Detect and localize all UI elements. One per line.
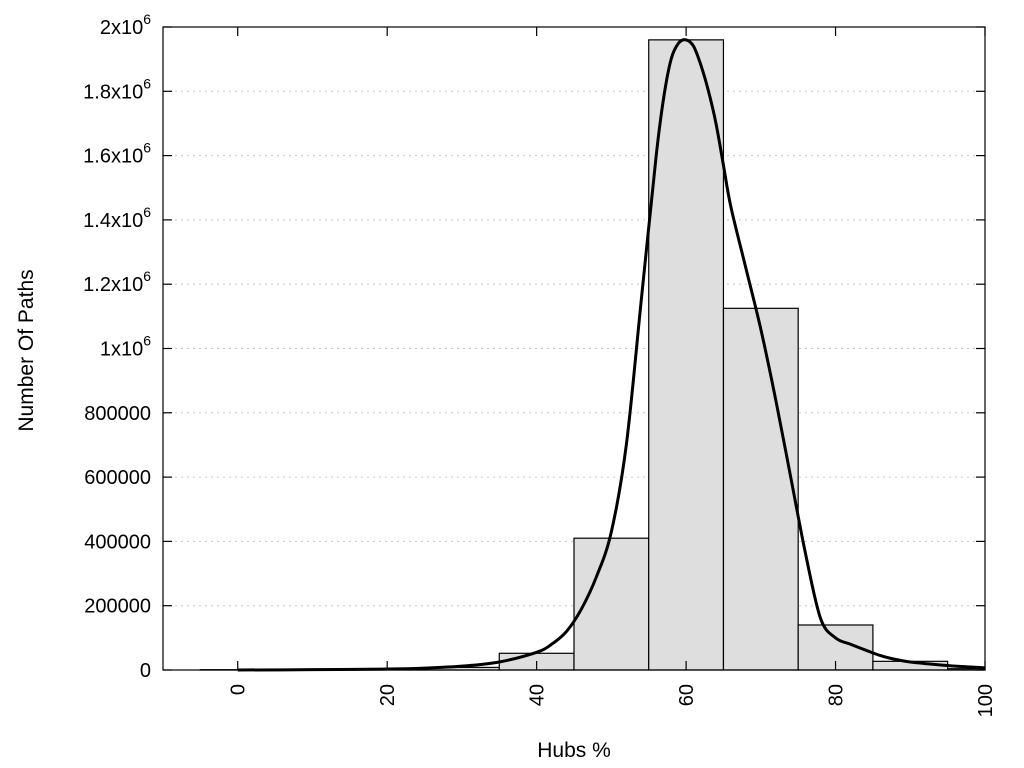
y-axis-title: Number Of Paths	[15, 269, 38, 431]
y-tick-label: 800000	[84, 403, 151, 425]
histogram-bar	[573, 537, 650, 671]
x-tick-label: 100	[975, 684, 997, 717]
y-tick-label: 600000	[84, 467, 151, 489]
density-curve	[237, 38, 986, 672]
y-tick-label: 1.6x106	[83, 140, 151, 168]
bars	[199, 39, 986, 671]
x-axis-title: Hubs %	[537, 739, 611, 762]
y-tick-label: 1x106	[100, 333, 151, 361]
y-tick-label: 1.2x106	[83, 268, 151, 296]
y-tick-label: 1.4x106	[83, 204, 151, 232]
x-tick-label: 20	[377, 684, 399, 706]
x-tick-label: 80	[826, 684, 848, 706]
y-axis: 0 200000 400000 600000 800000 1x106 1.2x106 1.4…	[83, 11, 985, 682]
histogram-bar	[722, 307, 799, 671]
grid-lines	[163, 90, 985, 607]
y-tick-label: 400000	[84, 531, 151, 553]
y-tick-label: 2x106	[100, 11, 151, 39]
x-tick-label: 40	[527, 684, 549, 706]
y-tick-label: 0	[140, 660, 151, 682]
histogram-bar	[648, 39, 725, 671]
x-tick-label: 0	[228, 684, 250, 695]
x-tick-label: 60	[676, 684, 698, 706]
y-tick-label: 1.8x106	[83, 75, 151, 103]
x-axis: 0 20 40 60 80 100	[228, 27, 997, 717]
y-tick-label: 200000	[84, 596, 151, 618]
